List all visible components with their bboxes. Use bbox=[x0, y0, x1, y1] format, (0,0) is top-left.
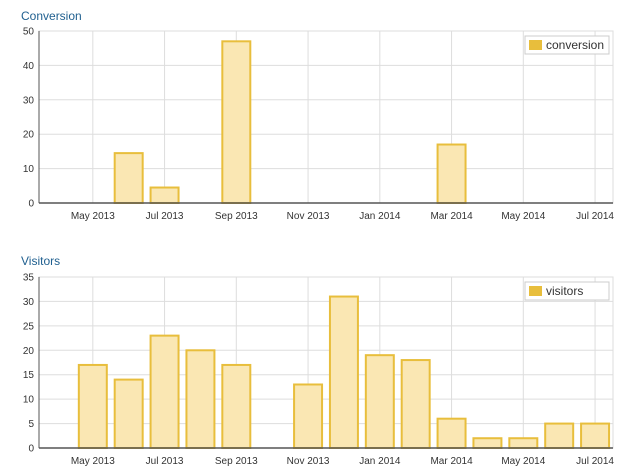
bar-8 bbox=[328, 295, 359, 449]
x-tick-label: Jan 2014 bbox=[359, 211, 401, 222]
legend-label: visitors bbox=[546, 284, 583, 298]
y-tick-label: 0 bbox=[28, 444, 34, 455]
legend bbox=[524, 35, 610, 55]
bar-11 bbox=[436, 417, 467, 449]
visitors-chart-title: Visitors bbox=[21, 254, 61, 268]
legend-label: conversion bbox=[546, 38, 604, 52]
y-tick-label: 10 bbox=[23, 395, 35, 406]
x-tick-label: May 2014 bbox=[501, 456, 545, 467]
bar-2 bbox=[113, 378, 144, 450]
x-tick-label: Sep 2013 bbox=[215, 211, 258, 222]
bar-13 bbox=[508, 437, 539, 450]
x-tick-label: Jan 2014 bbox=[359, 456, 401, 467]
x-tick-label: Jul 2014 bbox=[576, 456, 614, 467]
y-tick-label: 10 bbox=[23, 164, 35, 175]
visitors-chart: Visitors 0 5 10 15 20 25 30 35 May 2013 Jul 2013 S… bbox=[0, 245, 630, 468]
visitors-chart-svg: 0 5 10 15 20 25 30 35 May 2013 Jul 2013 Sep 2013 No… bbox=[23, 273, 615, 468]
y-tick-label: 30 bbox=[23, 297, 35, 308]
x-tick-label: Nov 2013 bbox=[287, 456, 330, 467]
x-tick-label: May 2013 bbox=[71, 456, 115, 467]
legend bbox=[524, 281, 610, 301]
bar-4 bbox=[185, 349, 216, 449]
bar-14 bbox=[544, 422, 575, 449]
y-tick-label: 20 bbox=[23, 130, 35, 141]
x-tick-label: Jul 2014 bbox=[576, 211, 614, 222]
y-tick-label: 15 bbox=[23, 370, 35, 381]
y-tick-label: 30 bbox=[23, 95, 35, 106]
x-tick-label: Jul 2013 bbox=[146, 211, 184, 222]
bar-10 bbox=[400, 359, 431, 449]
bar-11 bbox=[436, 143, 467, 205]
y-tick-label: 40 bbox=[23, 61, 35, 72]
conversion-chart-svg: 0 10 20 30 40 50 May 2013 Jul 2013 Sep 2013 Nov 2… bbox=[23, 27, 615, 223]
y-tick-label: 25 bbox=[23, 321, 35, 332]
bar-12 bbox=[472, 437, 503, 450]
bar-5 bbox=[221, 363, 252, 449]
y-tick-label: 50 bbox=[23, 27, 35, 38]
y-tick-label: 5 bbox=[28, 419, 34, 430]
bar-9 bbox=[364, 354, 395, 449]
legend-swatch bbox=[529, 286, 542, 296]
conversion-chart-title: Conversion bbox=[21, 9, 82, 23]
bar-15 bbox=[580, 422, 611, 449]
bar-5 bbox=[221, 40, 252, 204]
x-tick-label: Sep 2013 bbox=[215, 456, 258, 467]
bar-1 bbox=[77, 363, 108, 449]
x-tick-label: Nov 2013 bbox=[287, 211, 330, 222]
y-tick-label: 20 bbox=[23, 346, 35, 357]
x-tick-label: May 2013 bbox=[71, 211, 115, 222]
x-tick-label: Mar 2014 bbox=[430, 211, 473, 222]
conversion-chart: Conversion 0 10 20 30 40 50 May 2013 Jul 2013 Se… bbox=[0, 0, 630, 230]
legend-swatch bbox=[529, 40, 542, 50]
x-tick-label: May 2014 bbox=[501, 211, 545, 222]
y-tick-label: 0 bbox=[28, 199, 34, 210]
bar-7 bbox=[293, 383, 324, 450]
bar-3 bbox=[149, 186, 180, 205]
x-tick-label: Jul 2013 bbox=[146, 456, 184, 467]
y-tick-label: 35 bbox=[23, 273, 35, 284]
x-tick-label: Mar 2014 bbox=[430, 456, 473, 467]
bar-2 bbox=[113, 152, 144, 204]
bar-3 bbox=[149, 334, 180, 449]
